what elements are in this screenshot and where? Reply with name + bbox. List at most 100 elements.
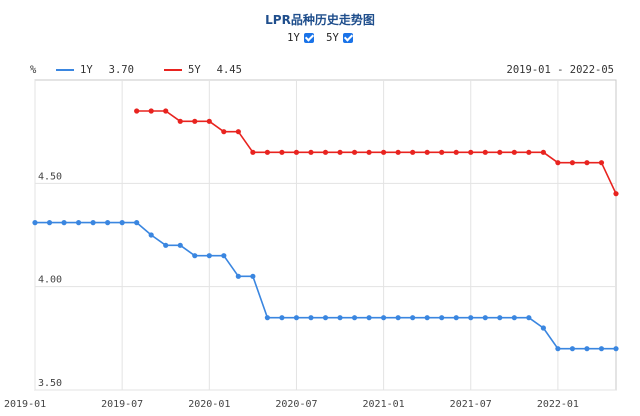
data-point-1y — [381, 315, 387, 321]
x-tick-label: 2020-07 — [275, 399, 317, 410]
data-point-1y — [497, 315, 503, 321]
data-point-5y — [235, 129, 241, 135]
data-point-1y — [598, 346, 605, 352]
legend-bar: % 1Y 3.70 5Y 4.45 2019-01 - 2022-05 — [0, 62, 640, 78]
legend-value-5y: 4.45 — [216, 64, 242, 76]
data-point-1y — [105, 220, 111, 226]
data-point-5y — [264, 149, 270, 155]
data-point-5y — [526, 149, 532, 155]
data-point-1y — [119, 220, 125, 226]
data-point-5y — [192, 118, 198, 124]
x-tick-label: 2022-01 — [537, 399, 579, 410]
data-point-5y — [468, 149, 474, 155]
data-point-5y — [322, 149, 329, 155]
data-point-1y — [569, 346, 576, 352]
data-point-1y — [555, 346, 561, 352]
data-point-1y — [206, 253, 212, 259]
legend-value-1y: 3.70 — [108, 64, 134, 76]
data-point-5y — [177, 118, 183, 124]
legend-line-1y — [56, 69, 74, 71]
data-point-5y — [511, 149, 517, 155]
data-point-5y — [424, 149, 430, 155]
data-point-5y — [293, 149, 300, 155]
data-point-1y — [46, 220, 53, 226]
data-point-5y — [381, 149, 387, 155]
data-point-5y — [279, 149, 285, 155]
data-point-1y — [163, 242, 169, 248]
data-point-1y — [61, 220, 67, 226]
data-point-5y — [613, 191, 619, 197]
data-point-1y — [322, 315, 329, 321]
toggle-1y[interactable]: 1Y — [287, 32, 314, 44]
data-point-1y — [264, 315, 270, 321]
data-point-1y — [148, 232, 154, 238]
data-point-5y — [482, 149, 488, 155]
data-point-5y — [410, 149, 416, 155]
data-point-5y — [540, 149, 546, 155]
data-point-1y — [293, 315, 300, 321]
data-point-5y — [163, 108, 169, 114]
toggle-5y[interactable]: 5Y — [326, 32, 353, 44]
data-point-1y — [410, 315, 416, 321]
chart-title: LPR品种历史走势图 — [265, 13, 375, 27]
legend-name-1y: 1Y — [80, 64, 93, 76]
y-tick-label: 4.50 — [38, 171, 62, 182]
data-point-5y — [497, 149, 503, 155]
data-point-1y — [424, 315, 430, 321]
data-point-1y — [250, 273, 256, 279]
series-line-5y — [136, 110, 617, 195]
data-point-1y — [337, 315, 343, 321]
data-point-5y — [206, 118, 212, 124]
data-point-1y — [351, 315, 358, 321]
data-point-5y — [250, 149, 256, 155]
data-point-5y — [221, 129, 227, 135]
series-toggles: 1Y 5Y — [0, 32, 640, 44]
data-point-1y — [468, 315, 474, 321]
date-range: 2019-01 - 2022-05 — [506, 64, 614, 76]
data-point-1y — [75, 220, 82, 226]
data-point-1y — [584, 346, 590, 352]
checkbox-checked-icon[interactable] — [303, 33, 314, 43]
data-point-5y — [395, 149, 401, 155]
data-point-1y — [134, 220, 140, 226]
data-point-5y — [134, 108, 140, 114]
data-point-5y — [337, 149, 343, 155]
data-point-5y — [148, 108, 154, 114]
legend-item-5y: 5Y 4.45 — [164, 64, 242, 76]
data-point-1y — [526, 315, 532, 321]
data-point-5y — [308, 149, 314, 155]
x-tick-label: 2021-07 — [450, 399, 492, 410]
data-point-1y — [511, 315, 517, 321]
data-point-1y — [540, 325, 546, 331]
data-point-1y — [366, 315, 372, 321]
x-tick-label: 2019-07 — [101, 399, 143, 410]
y-tick-label: 4.00 — [38, 275, 62, 286]
legend-item-1y: 1Y 3.70 — [56, 64, 134, 76]
checkbox-checked-icon[interactable] — [342, 33, 353, 43]
data-point-1y — [395, 315, 401, 321]
data-point-5y — [569, 160, 576, 166]
data-point-1y — [177, 242, 183, 248]
data-point-5y — [439, 149, 445, 155]
data-point-5y — [366, 149, 372, 155]
data-point-1y — [279, 315, 285, 321]
data-point-1y — [235, 273, 241, 279]
data-point-5y — [555, 160, 561, 166]
data-point-5y — [453, 149, 459, 155]
x-tick-label: 2021-01 — [363, 399, 405, 410]
data-point-1y — [308, 315, 314, 321]
legend-line-5y — [164, 69, 182, 71]
data-point-1y — [32, 220, 38, 226]
data-point-5y — [598, 160, 605, 166]
x-tick-label: 2019-01 — [4, 399, 46, 410]
data-point-1y — [90, 220, 96, 226]
x-tick-label: 2020-01 — [188, 399, 230, 410]
data-point-1y — [613, 346, 619, 352]
data-point-1y — [439, 315, 445, 321]
data-point-1y — [192, 253, 198, 259]
toggle-5y-label: 5Y — [326, 32, 339, 44]
data-point-1y — [221, 253, 227, 259]
data-point-1y — [453, 315, 459, 321]
unit-label: % — [30, 64, 37, 76]
